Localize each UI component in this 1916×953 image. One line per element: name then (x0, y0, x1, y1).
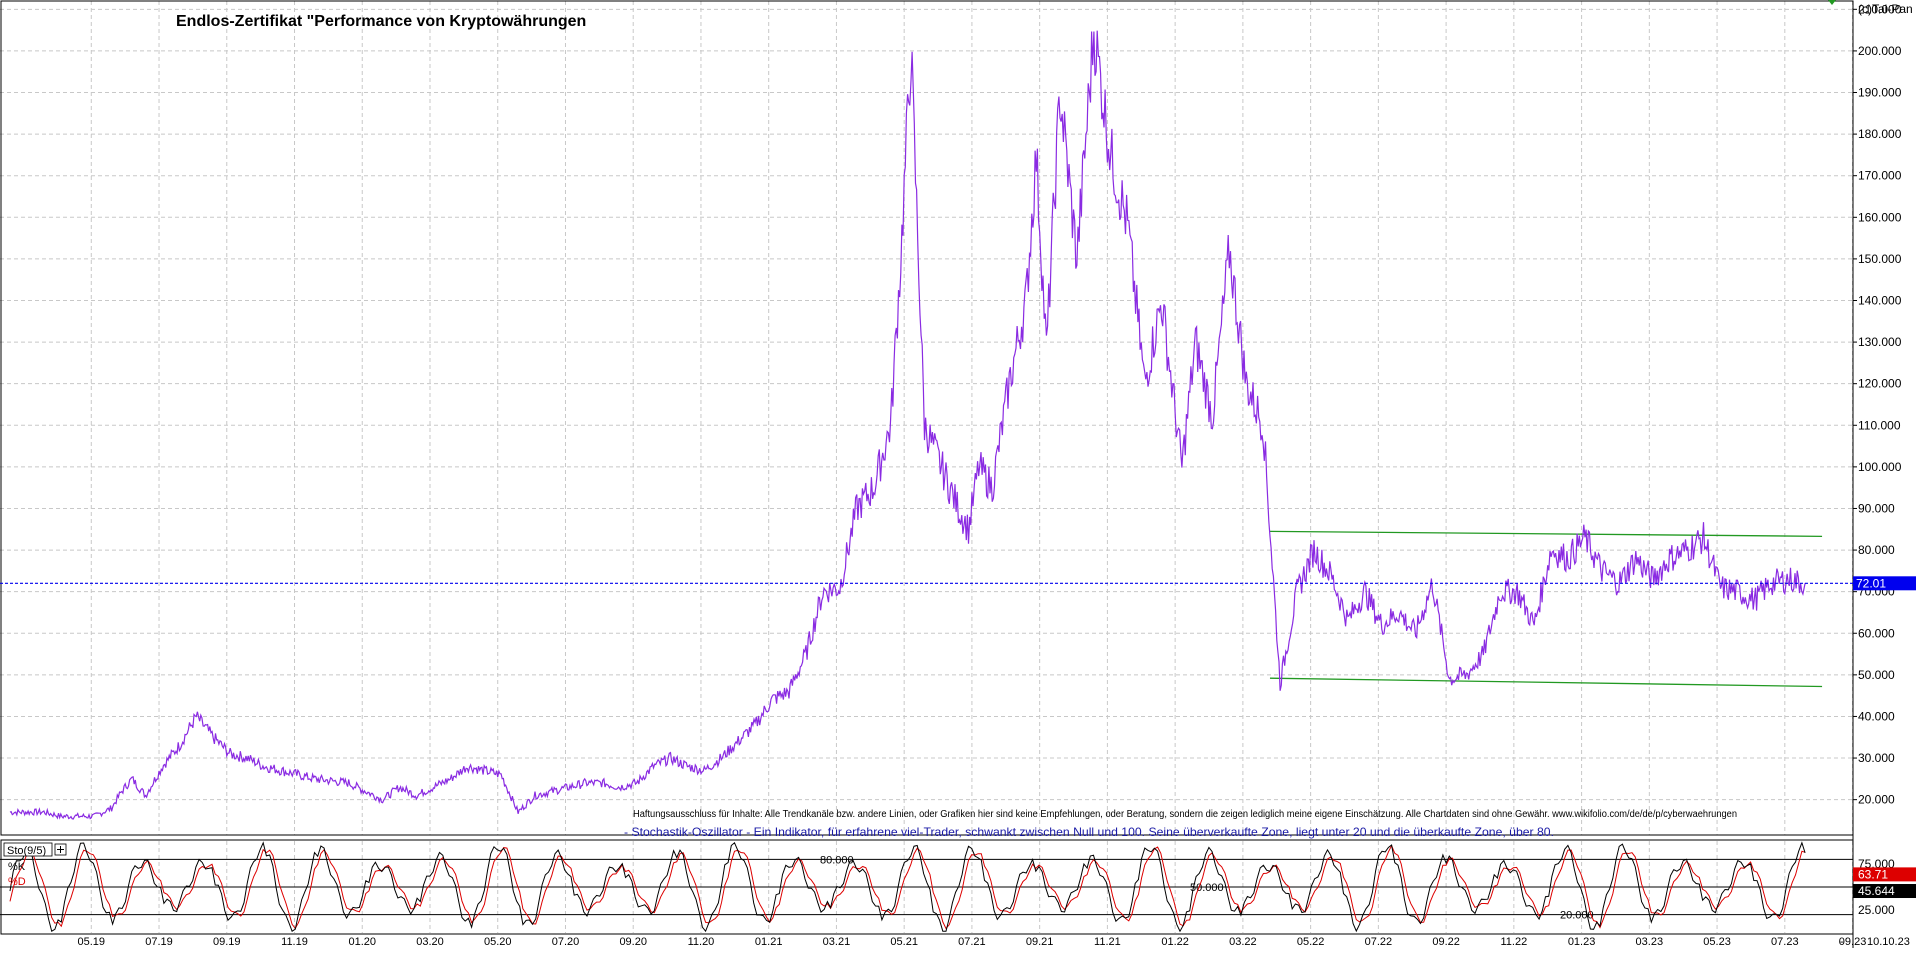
chart-title: Endlos-Zertifikat "Performance von Krypt… (176, 13, 586, 30)
y-tick-label: 180.000 (1858, 127, 1902, 141)
disclaimer: Haftungsausschluss für Inhalte: Alle Tre… (633, 809, 1737, 820)
level-label: 20.000 (1560, 910, 1594, 922)
x-tick-label: 05.20 (484, 936, 512, 948)
x-tick-label: 11.21 (1094, 936, 1121, 948)
y-tick-label: 100.000 (1858, 460, 1902, 474)
level-label: 50.000 (1190, 882, 1224, 894)
x-tick-label: 01.21 (755, 936, 783, 948)
legend-d: %D (8, 876, 26, 888)
osc-y-tick-label: 25.000 (1858, 903, 1895, 917)
y-tick-label: 140.000 (1858, 293, 1902, 307)
oscillator-title: Sto(9/5) (7, 845, 46, 857)
y-tick-label: 110.000 (1858, 418, 1901, 432)
level-label: 80.000 (820, 854, 854, 866)
y-tick-label: 200.000 (1858, 44, 1902, 58)
y-tick-label: 120.000 (1858, 377, 1902, 391)
x-tick-label: 11.19 (281, 936, 308, 948)
x-tick-label: 07.19 (145, 936, 173, 948)
y-tick-label: 50.000 (1858, 668, 1895, 682)
y-tick-label: 210.000 (1858, 2, 1902, 16)
d-value-label: 63.71 (1858, 867, 1888, 881)
x-tick-label: 05.21 (890, 936, 918, 948)
x-tick-label: 09.20 (619, 936, 647, 948)
x-tick-label: 11.22 (1500, 936, 1527, 948)
k-value-box (1853, 884, 1916, 899)
y-axis: 20.00030.00040.00050.00060.00070.00080.0… (1853, 2, 1902, 807)
x-axis: 05.19 07.19 09.19 11.19 01.20 03.20 05.20 07.20… (78, 936, 1867, 948)
y-tick-label: 80.000 (1858, 543, 1895, 557)
current-value-label: 72.01 (1856, 576, 1886, 590)
x-tick-label: 09.19 (213, 936, 241, 948)
marker-icon (1828, 0, 1836, 5)
d-line (9, 844, 1806, 930)
x-tick-label: 07.21 (958, 936, 986, 948)
y-tick-label: 40.000 (1858, 709, 1895, 723)
x-tick-label: 03.23 (1636, 936, 1664, 948)
x-tick-label: 01.23 (1568, 936, 1596, 948)
y-tick-label: 190.000 (1858, 86, 1902, 100)
x-tick-label: 07.22 (1365, 936, 1393, 948)
copyright: (c)Tai-Pan (1858, 2, 1913, 16)
oscillator-title-box (3, 842, 53, 857)
y-tick-label: 90.000 (1858, 501, 1895, 515)
k-value-label: 45.644 (1858, 884, 1895, 898)
x-tick-label: 03.21 (823, 936, 851, 948)
oscillator-value-tags: 63.71 45.644 (1853, 867, 1916, 899)
y-tick-label: 170.000 (1858, 169, 1902, 183)
axis-dash: - (1840, 936, 1844, 948)
x-tick-label: 01.22 (1161, 936, 1189, 948)
x-tick-label: 03.22 (1229, 936, 1257, 948)
channel-line (1269, 677, 1823, 688)
grid (0, 1, 1854, 933)
y-tick-label: 150.000 (1858, 252, 1902, 266)
k-line (9, 841, 1806, 933)
x-tick-label: 07.23 (1771, 936, 1799, 948)
y-tick-label: 130.000 (1858, 335, 1902, 349)
x-tick-label: 07.20 (552, 936, 580, 948)
x-tick-label: 11.20 (688, 936, 715, 948)
x-tick-label: 03.20 (416, 936, 444, 948)
x-tick-label: 05.23 (1703, 936, 1731, 948)
x-tick-label: 09.21 (1026, 936, 1054, 948)
legend-k: %K (8, 861, 26, 873)
d-value-box (1853, 867, 1916, 882)
y-tick-label: 60.000 (1858, 626, 1895, 640)
x-tick-label: 09.22 (1432, 936, 1460, 948)
x-tick-label: 01.20 (348, 936, 376, 948)
trend-channel (1269, 530, 1823, 688)
y-tick-label: 160.000 (1858, 210, 1902, 224)
oscillator-note: - Stochastik-Oszillator - Ein Indikator,… (624, 825, 1554, 839)
current-value-box (1853, 576, 1916, 591)
x-tick-label: 05.19 (78, 936, 106, 948)
channel-line (1269, 530, 1823, 537)
price-line (9, 30, 1806, 820)
y-tick-label: 20.000 (1858, 793, 1895, 807)
y-tick-label: 30.000 (1858, 751, 1895, 765)
x-tick-label: 05.22 (1297, 936, 1325, 948)
date-label: 10.10.23 (1867, 936, 1910, 948)
